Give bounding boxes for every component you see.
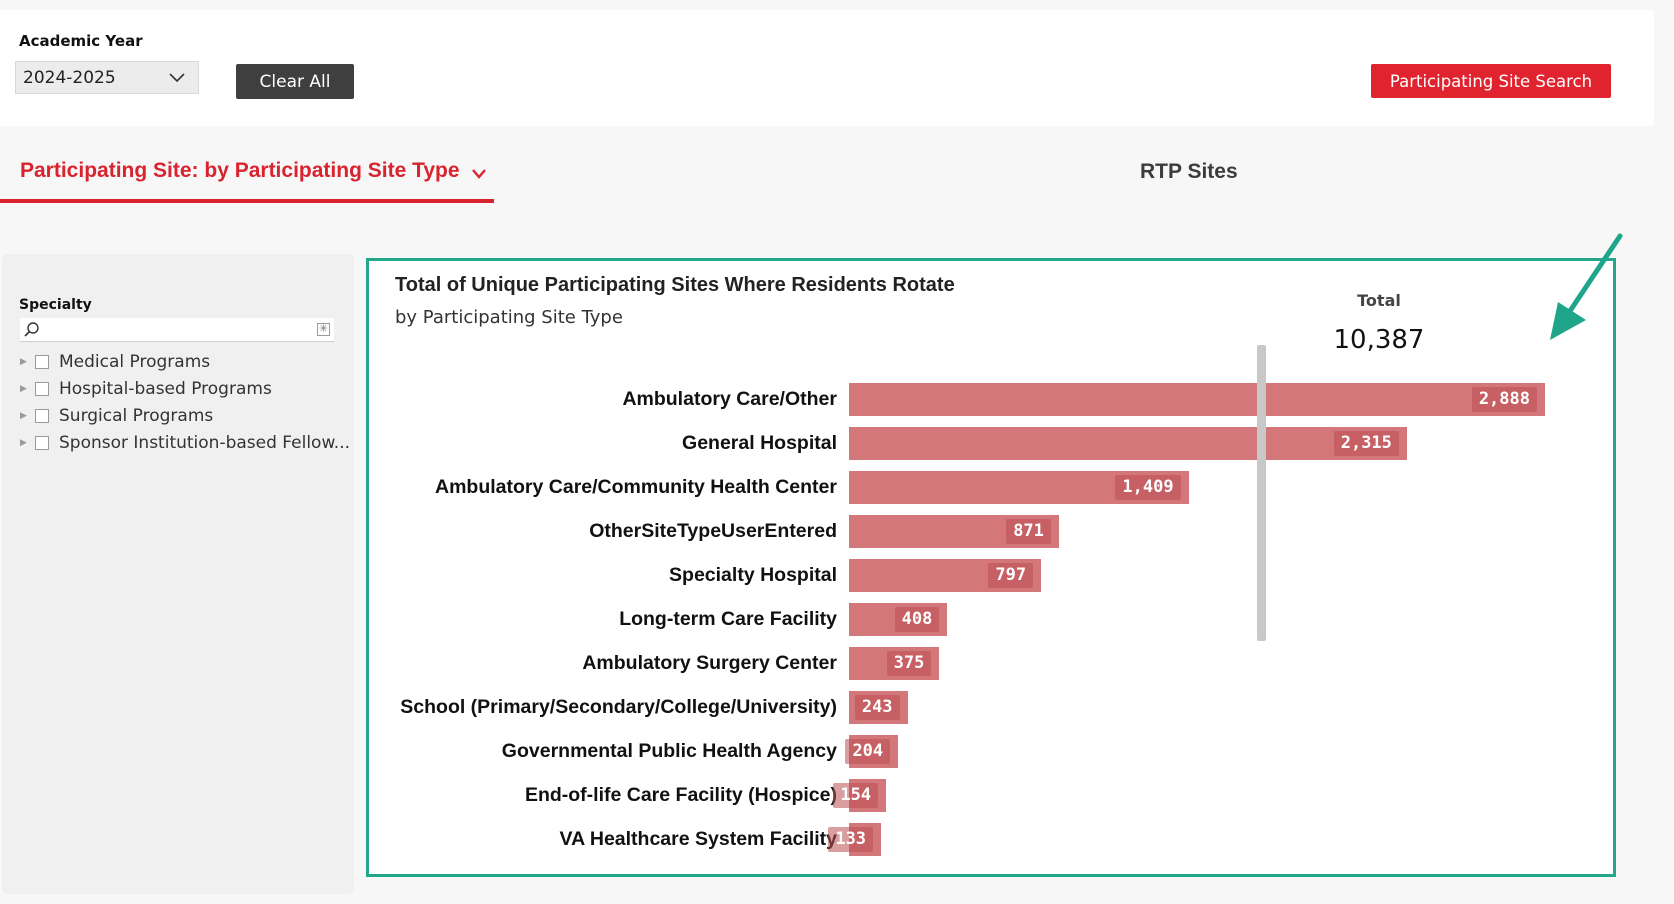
bar-value-label: 154 (833, 783, 879, 808)
bar[interactable]: 408 (849, 603, 948, 636)
bar-value-label: 797 (988, 563, 1034, 588)
total-card: Total 10,387 (1289, 279, 1469, 367)
academic-year-value: 2024-2025 (23, 67, 116, 88)
bar-value-label: 243 (854, 695, 900, 720)
bar[interactable]: 2,315 (849, 427, 1407, 460)
bar[interactable]: 1,409 (849, 471, 1189, 504)
specialty-item-medical[interactable]: ▶ Medical Programs (20, 348, 350, 375)
specialty-label: Specialty (19, 297, 92, 313)
tab-label: Participating Site: by Participating Sit… (20, 159, 460, 182)
tab-rtp-sites[interactable]: RTP Sites (1140, 160, 1238, 183)
bar[interactable]: 133 (828, 823, 882, 856)
academic-year-select[interactable]: 2024-2025 (15, 61, 199, 94)
chevron-down-icon (169, 73, 185, 83)
bar-value-label: 871 (1006, 519, 1051, 544)
bar[interactable]: 797 (849, 559, 1042, 592)
expand-icon[interactable]: ▶ (20, 356, 27, 367)
bar-category-label: School (Primary/Secondary/College/Univer… (400, 696, 837, 718)
bar[interactable]: 154 (833, 779, 887, 812)
bar[interactable]: 243 (849, 691, 908, 724)
bar-value-label: 2,888 (1471, 387, 1537, 412)
specialty-item-label: Hospital-based Programs (59, 378, 272, 399)
specialty-item-label: Surgical Programs (59, 405, 214, 426)
bar-category-label: VA Healthcare System Facility (559, 828, 837, 850)
bar-value-label: 2,315 (1333, 431, 1399, 456)
bar-category-label: Ambulatory Care/Other (622, 388, 837, 410)
bar-category-label: Ambulatory Surgery Center (582, 652, 837, 674)
search-icon (24, 322, 39, 337)
participating-site-search-button[interactable]: Participating Site Search (1371, 64, 1611, 98)
bar-category-label: OtherSiteTypeUserEntered (589, 520, 837, 542)
bar-category-label: Long-term Care Facility (619, 608, 837, 630)
bar[interactable]: 871 (849, 515, 1059, 548)
bar-category-label: End-of-life Care Facility (Hospice) (524, 784, 837, 806)
specialty-item-sponsor[interactable]: ▶ Sponsor Institution-based Fellow... (20, 429, 350, 456)
bar-category-label: Specialty Hospital (669, 564, 837, 586)
bar-chart: Ambulatory Care/Other 2,888 General Hospit… (369, 261, 1613, 874)
expand-icon[interactable]: ▶ (20, 437, 27, 448)
checkbox[interactable] (35, 381, 49, 396)
bar-category-label: Governmental Public Health Agency (501, 740, 837, 762)
specialty-list: ▶ Medical Programs ▶ Hospital-based Prog… (20, 348, 350, 456)
clear-all-button[interactable]: Clear All (236, 64, 354, 99)
checkbox[interactable] (35, 435, 49, 450)
bar-value-label: 1,409 (1115, 475, 1181, 500)
tab-participating-site-by-type[interactable]: Participating Site: by Participating Sit… (20, 159, 488, 183)
expand-icon[interactable]: ▶ (20, 383, 27, 394)
specialty-item-label: Medical Programs (59, 351, 211, 372)
chevron-down-icon (471, 169, 486, 179)
bar[interactable]: 2,888 (849, 383, 1545, 416)
checkbox[interactable] (35, 408, 49, 423)
total-value: 10,387 (1333, 325, 1425, 355)
bar-value-label: 375 (886, 651, 932, 676)
active-tab-underline (0, 199, 494, 203)
expand-icon[interactable]: ▶ (20, 410, 27, 421)
bar-category-label: Ambulatory Care/Community Health Center (435, 476, 837, 498)
arrow-icon (1550, 233, 1623, 340)
specialty-slicer-panel (2, 254, 354, 894)
bar[interactable]: 204 (845, 735, 899, 768)
checkbox[interactable] (35, 354, 49, 369)
chart-title: Total of Unique Participating Sites Wher… (395, 274, 955, 296)
clear-search-icon[interactable]: ✳ (317, 323, 330, 336)
chart-card: Total of Unique Participating Sites Wher… (366, 258, 1616, 877)
bar-value-label: 408 (894, 607, 940, 632)
total-label: Total (1357, 291, 1401, 310)
specialty-item-surgical[interactable]: ▶ Surgical Programs (20, 402, 350, 429)
specialty-item-hospital[interactable]: ▶ Hospital-based Programs (20, 375, 350, 402)
specialty-item-label: Sponsor Institution-based Fellow... (59, 432, 351, 453)
bar-category-label: General Hospital (682, 432, 837, 454)
bar-value-label: 133 (828, 827, 874, 852)
bar[interactable]: 375 (849, 647, 940, 680)
academic-year-label: Academic Year (19, 32, 143, 50)
chart-subtitle: by Participating Site Type (395, 307, 623, 328)
bar-value-label: 204 (845, 739, 891, 764)
chart-scrollbar[interactable] (1257, 345, 1266, 641)
specialty-search-input[interactable]: ✳ (20, 318, 334, 342)
